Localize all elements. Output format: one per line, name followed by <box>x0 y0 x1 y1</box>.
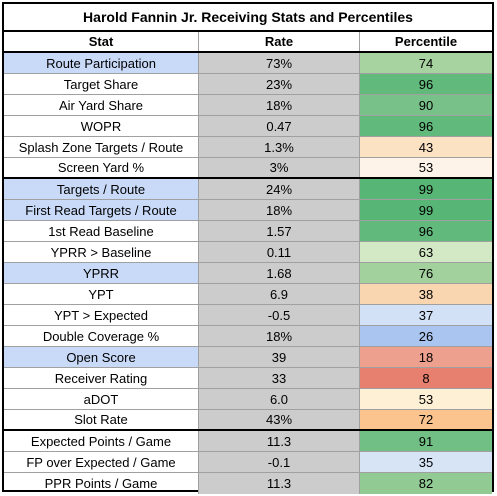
rate-cell: 0.47 <box>199 116 360 136</box>
rate-cell: 39 <box>199 347 360 367</box>
stat-cell: YPT > Expected <box>4 305 199 325</box>
table-row: WOPR 0.47 96 <box>4 116 492 137</box>
percentile-cell: 74 <box>360 53 492 73</box>
percentile-cell: 99 <box>360 179 492 199</box>
header-row: Stat Rate Percentile <box>4 32 492 53</box>
percentile-cell: 43 <box>360 137 492 157</box>
rate-cell: 6.0 <box>199 389 360 409</box>
stat-cell: Air Yard Share <box>4 95 199 115</box>
rate-cell: 18% <box>199 200 360 220</box>
rate-cell: 11.3 <box>199 473 360 494</box>
stat-cell: Route Participation <box>4 53 199 73</box>
table-row: Slot Rate 43% 72 <box>4 410 492 431</box>
stat-cell: Targets / Route <box>4 179 199 199</box>
table-row: First Read Targets / Route 18% 99 <box>4 200 492 221</box>
stat-cell: Target Share <box>4 74 199 94</box>
percentile-cell: 26 <box>360 326 492 346</box>
percentile-cell: 53 <box>360 389 492 409</box>
stat-cell: WOPR <box>4 116 199 136</box>
header-stat: Stat <box>4 32 199 51</box>
rate-cell: 23% <box>199 74 360 94</box>
percentile-cell: 37 <box>360 305 492 325</box>
rate-cell: 18% <box>199 95 360 115</box>
stat-cell: aDOT <box>4 389 199 409</box>
table-row: Receiver Rating 33 8 <box>4 368 492 389</box>
rate-cell: 0.11 <box>199 242 360 262</box>
rate-cell: -0.5 <box>199 305 360 325</box>
stat-cell: 1st Read Baseline <box>4 221 199 241</box>
percentile-cell: 35 <box>360 452 492 472</box>
stat-cell: First Read Targets / Route <box>4 200 199 220</box>
stat-cell: YPRR > Baseline <box>4 242 199 262</box>
rate-cell: 11.3 <box>199 431 360 451</box>
table-row: Expected Points / Game 11.3 91 <box>4 431 492 452</box>
table-row: YPT 6.9 38 <box>4 284 492 305</box>
percentile-cell: 96 <box>360 116 492 136</box>
percentile-cell: 72 <box>360 410 492 429</box>
percentile-cell: 96 <box>360 221 492 241</box>
stat-cell: Expected Points / Game <box>4 431 199 451</box>
table-row: Screen Yard % 3% 53 <box>4 158 492 179</box>
rate-cell: 33 <box>199 368 360 388</box>
percentile-cell: 90 <box>360 95 492 115</box>
table-row: Open Score 39 18 <box>4 347 492 368</box>
rate-cell: 24% <box>199 179 360 199</box>
percentile-cell: 8 <box>360 368 492 388</box>
rate-cell: 73% <box>199 53 360 73</box>
rate-cell: 1.68 <box>199 263 360 283</box>
table-row: aDOT 6.0 53 <box>4 389 492 410</box>
rate-cell: -0.1 <box>199 452 360 472</box>
table-row: Targets / Route 24% 99 <box>4 179 492 200</box>
rate-cell: 3% <box>199 158 360 177</box>
table-row: YPRR > Baseline 0.11 63 <box>4 242 492 263</box>
percentile-cell: 96 <box>360 74 492 94</box>
percentile-cell: 38 <box>360 284 492 304</box>
percentile-cell: 91 <box>360 431 492 451</box>
table-row: Air Yard Share 18% 90 <box>4 95 492 116</box>
table-row: FP over Expected / Game -0.1 35 <box>4 452 492 473</box>
stat-cell: Receiver Rating <box>4 368 199 388</box>
stat-cell: Open Score <box>4 347 199 367</box>
table-row: PPR Points / Game 11.3 82 <box>4 473 492 494</box>
stat-cell: Double Coverage % <box>4 326 199 346</box>
table-row: YPRR 1.68 76 <box>4 263 492 284</box>
rate-cell: 6.9 <box>199 284 360 304</box>
table-row: Target Share 23% 96 <box>4 74 492 95</box>
table-row: Splash Zone Targets / Route 1.3% 43 <box>4 137 492 158</box>
stat-cell: YPT <box>4 284 199 304</box>
rate-cell: 43% <box>199 410 360 429</box>
percentile-cell: 53 <box>360 158 492 177</box>
rate-cell: 18% <box>199 326 360 346</box>
percentile-cell: 99 <box>360 200 492 220</box>
header-rate: Rate <box>199 32 360 51</box>
stat-cell: Splash Zone Targets / Route <box>4 137 199 157</box>
percentile-cell: 18 <box>360 347 492 367</box>
table-row: Route Participation 73% 74 <box>4 53 492 74</box>
table-row: YPT > Expected -0.5 37 <box>4 305 492 326</box>
percentile-cell: 76 <box>360 263 492 283</box>
rate-cell: 1.57 <box>199 221 360 241</box>
table-title: Harold Fannin Jr. Receiving Stats and Pe… <box>4 4 492 32</box>
stat-cell: Screen Yard % <box>4 158 199 177</box>
stat-cell: FP over Expected / Game <box>4 452 199 472</box>
percentile-cell: 63 <box>360 242 492 262</box>
stat-cell: YPRR <box>4 263 199 283</box>
stat-cell: PPR Points / Game <box>4 473 199 494</box>
table-row: 1st Read Baseline 1.57 96 <box>4 221 492 242</box>
rate-cell: 1.3% <box>199 137 360 157</box>
table-body: Route Participation 73% 74 Target Share 23% 9… <box>4 53 492 494</box>
header-percentile: Percentile <box>360 32 492 51</box>
table-row: Double Coverage % 18% 26 <box>4 326 492 347</box>
stat-cell: Slot Rate <box>4 410 199 429</box>
percentile-cell: 82 <box>360 473 492 494</box>
